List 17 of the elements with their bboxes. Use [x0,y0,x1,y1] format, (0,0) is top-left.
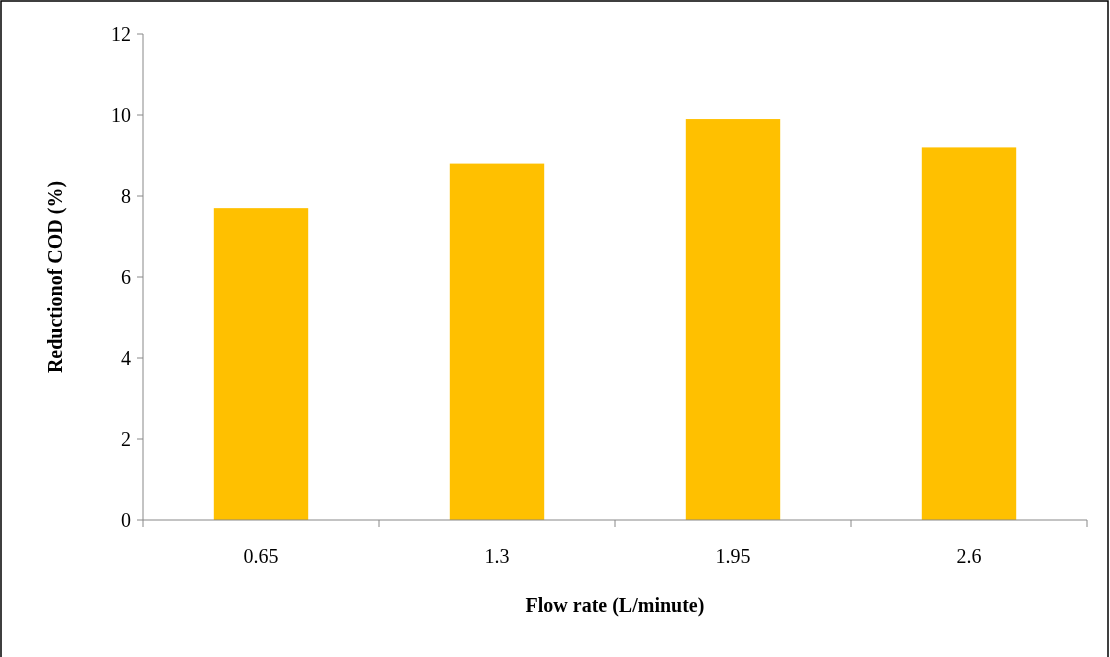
y-tick-label: 6 [121,266,131,288]
x-axis-title: Flow rate (L/minute) [525,594,705,617]
y-tick-label: 0 [121,509,131,531]
bar [921,147,1017,520]
x-tick-label: 2.6 [956,545,982,567]
y-tick-label: 2 [121,428,131,450]
y-tick-label: 10 [111,104,131,126]
x-tick-label: 0.65 [243,545,279,567]
y-tick-label: 4 [121,347,131,369]
y-axis-title: Reductionof COD (%) [44,180,67,374]
bar [685,119,781,520]
bar [213,208,309,520]
bar [449,163,545,520]
y-tick-label: 8 [121,185,131,207]
y-tick-label: 12 [111,23,131,45]
x-tick-label: 1.95 [715,545,751,567]
x-tick-label: 1.3 [484,545,510,567]
